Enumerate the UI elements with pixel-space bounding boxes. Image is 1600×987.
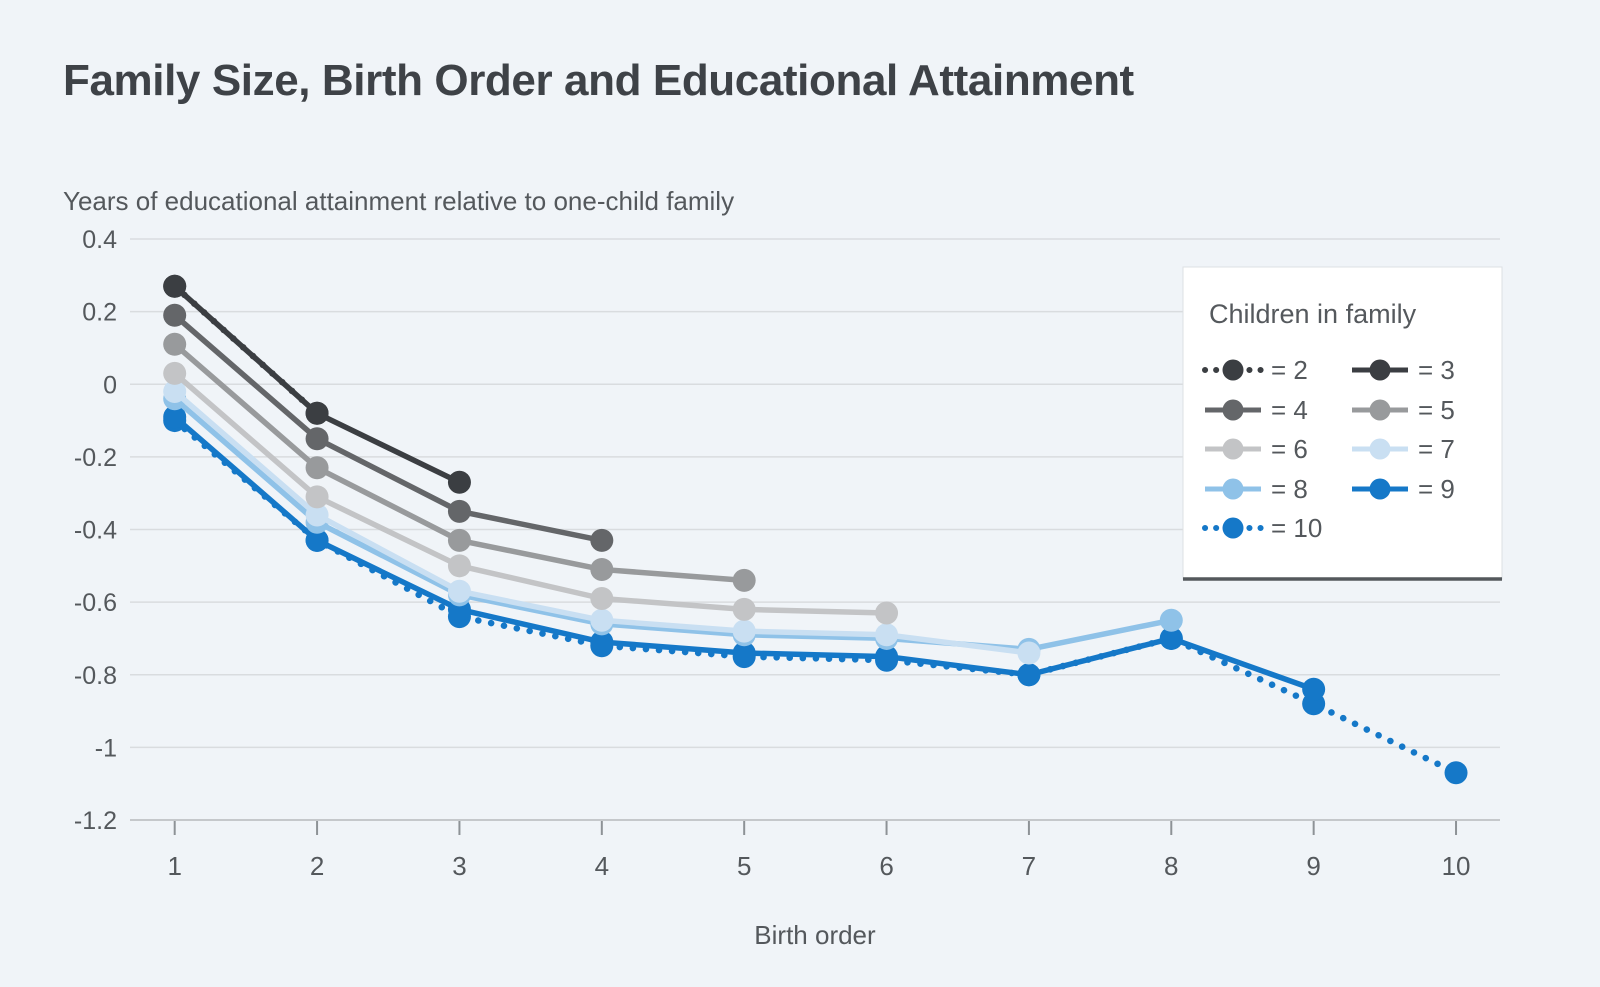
legend-label-8: = 8 [1271,474,1308,504]
data-point-6-1 [163,361,187,385]
y-tick-label: -1.2 [74,807,117,835]
x-tick-label: 1 [167,851,181,881]
data-point-9-5 [732,641,756,665]
legend-swatch-dot-10 [1222,517,1244,539]
y-tick-label: -0.4 [74,517,117,545]
data-point-6-6 [875,601,899,625]
data-point-9-9 [1302,677,1326,701]
page-title: Family Size, Birth Order and Educational… [63,56,1134,105]
data-point-9-1 [163,405,187,429]
series-line-4 [172,313,603,544]
data-point-4-3 [447,499,471,523]
legend-swatch-dot-9 [1369,478,1391,500]
legend-label-5: = 5 [1418,395,1455,425]
data-point-9-4 [590,630,614,654]
series-line-6 [172,371,887,616]
y-axis-title: Years of educational attainment relative… [63,186,735,216]
x-tick-label: 3 [452,851,466,881]
data-point-5-5 [732,568,756,592]
data-point-9-2 [305,528,329,552]
data-point-5-1 [163,332,187,356]
series-line-10 [171,417,1460,777]
y-tick-label: 0.4 [82,226,117,254]
data-point-7-2 [305,503,329,527]
data-point-7-3 [447,579,471,603]
y-tick-label: -0.2 [74,444,117,472]
y-tick-label: -1 [95,734,117,762]
legend-swatch-dot-6 [1222,438,1244,460]
data-point-8-8 [1159,608,1183,632]
data-point-2-2 [305,401,329,425]
y-tick-label: -0.6 [74,589,117,617]
legend-label-7: = 7 [1418,434,1455,464]
legend-label-10: = 10 [1271,513,1322,543]
legend-swatch-dot-8 [1222,478,1244,500]
data-point-5-3 [447,528,471,552]
legend-label-6: = 6 [1271,434,1308,464]
data-point-7-7 [1017,641,1041,665]
data-point-6-4 [590,586,614,610]
legend-swatch-dot-2 [1222,359,1244,381]
legend-swatch-dot-4 [1222,399,1244,421]
data-point-7-1 [163,380,187,404]
data-point-3-3 [447,470,471,494]
y-tick-label: 0.2 [82,299,117,327]
data-point-7-4 [590,608,614,632]
data-point-9-8 [1159,626,1183,650]
data-point-2-1 [163,274,187,298]
x-tick-label: 4 [595,851,609,881]
x-tick-label: 2 [310,851,324,881]
x-tick-label: 8 [1164,851,1178,881]
legend-swatch-dot-3 [1369,359,1391,381]
legend-swatch-dot-7 [1369,438,1391,460]
data-point-4-4 [590,528,614,552]
data-point-6-5 [732,597,756,621]
x-tick-label: 7 [1022,851,1036,881]
data-point-7-6 [875,623,899,647]
data-point-4-2 [305,427,329,451]
x-tick-label: 6 [879,851,893,881]
data-point-10-10 [1444,761,1468,785]
legend-label-3: = 3 [1418,355,1455,385]
legend-label-4: = 4 [1271,395,1308,425]
legend-label-9: = 9 [1418,474,1455,504]
data-point-5-4 [590,557,614,581]
data-point-6-2 [305,485,329,509]
y-tick-label: -0.8 [74,662,117,690]
legend-swatch-dot-5 [1369,399,1391,421]
data-point-4-1 [163,303,187,327]
data-point-9-7 [1017,663,1041,687]
legend-title: Children in family [1209,299,1417,329]
y-tick-label: 0 [103,371,117,399]
x-axis-title: Birth order [754,920,876,950]
x-tick-label: 5 [737,851,751,881]
data-point-5-2 [305,456,329,480]
data-point-9-6 [875,645,899,669]
series-line-2 [171,282,321,417]
x-tick-label: 10 [1442,851,1471,881]
data-point-6-3 [447,554,471,578]
legend-label-2: = 2 [1271,355,1308,385]
x-tick-label: 9 [1306,851,1320,881]
data-point-7-5 [732,619,756,643]
